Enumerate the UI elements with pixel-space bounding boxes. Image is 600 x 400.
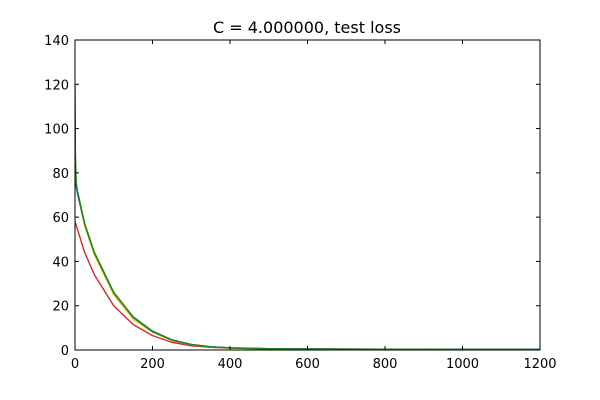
y-tick-label: 20	[52, 300, 69, 315]
series-line-1	[75, 221, 540, 350]
x-tick-label: 600	[295, 357, 320, 372]
y-tick-label: 80	[52, 167, 69, 182]
tick-layer: 0 200 400 600 800 1000 1200 0 20 40 60 80 100 120 140	[44, 34, 556, 372]
y-tick-label: 60	[52, 211, 69, 226]
y-tick-label: 100	[44, 123, 69, 138]
x-tick-label: 200	[140, 357, 165, 372]
x-tick-label: 1200	[523, 357, 556, 372]
series-layer	[75, 84, 540, 350]
x-tick-label: 1000	[446, 357, 479, 372]
y-tick-label: 40	[52, 255, 69, 270]
x-tick-label: 0	[71, 357, 79, 372]
series-line-4	[75, 84, 540, 350]
x-tick-label: 400	[218, 357, 243, 372]
series-line-2	[75, 106, 540, 350]
x-tick-label: 800	[373, 357, 398, 372]
chart-title: C = 4.000000, test loss	[213, 18, 401, 37]
y-tick-label: 140	[44, 34, 69, 49]
series-line-3	[75, 117, 540, 350]
y-tick-label: 120	[44, 78, 69, 93]
plot-frame	[74, 39, 541, 351]
y-tick-label: 0	[61, 344, 69, 359]
